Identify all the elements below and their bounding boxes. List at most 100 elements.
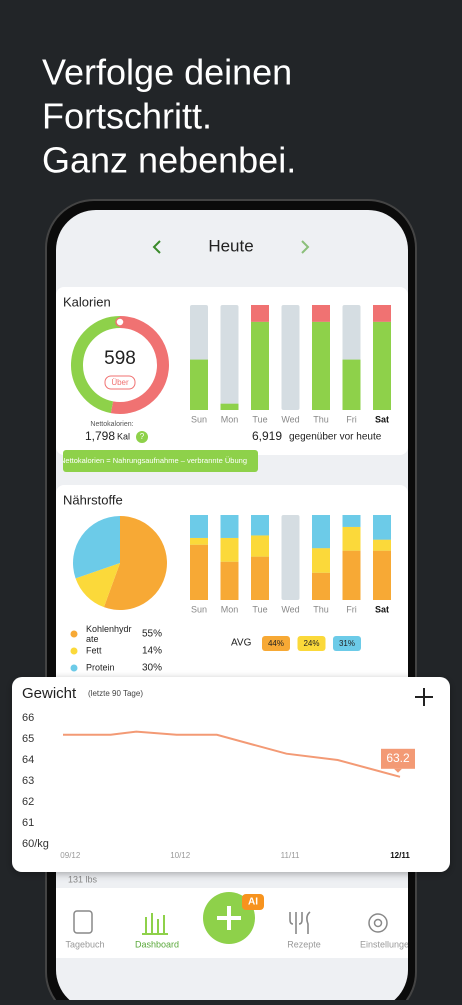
header-title: Heute xyxy=(208,236,253,255)
ring-segment xyxy=(110,316,169,414)
net-label: Nettokalorien: xyxy=(90,421,133,428)
ring-marker xyxy=(115,317,125,327)
avg-label: AVG xyxy=(231,638,252,649)
x-tick-label: 11/11 xyxy=(281,851,300,860)
recipes-icon[interactable] xyxy=(289,911,311,934)
bar-segment xyxy=(251,321,269,410)
day-label: Wed xyxy=(281,604,299,614)
help-icon[interactable] xyxy=(136,431,148,443)
settings-icon[interactable] xyxy=(368,913,388,933)
bar-segment xyxy=(190,537,208,545)
pie-slice xyxy=(103,516,168,611)
y-tick-label: 64 xyxy=(22,754,34,766)
bar-segment xyxy=(190,544,208,600)
bar-segment xyxy=(312,548,330,573)
avg-value: 44% xyxy=(268,639,284,648)
bar-segment xyxy=(312,305,330,322)
day-label: Fri xyxy=(346,414,357,424)
status-pill xyxy=(104,375,136,390)
nav-label[interactable]: Rezepte xyxy=(287,939,321,949)
x-tick-label: 12/11 xyxy=(390,851,410,860)
avg-value: 24% xyxy=(303,639,319,648)
bar-segment xyxy=(373,515,391,540)
legend-value: 55% xyxy=(142,629,162,640)
avg-pill xyxy=(262,636,290,651)
bar-segment xyxy=(342,515,361,527)
tooltip-text: Nettokalorien = Nahrungsaufnahme – verbr… xyxy=(60,456,247,465)
bar-segment xyxy=(190,515,208,538)
bar-segment xyxy=(251,305,269,322)
x-tick-label: 09/12 xyxy=(60,851,81,860)
value-label: 63.2 xyxy=(386,751,410,765)
pie-slice xyxy=(75,563,120,608)
y-tick-label: 60/kg xyxy=(22,838,49,850)
bar-segment xyxy=(373,305,391,322)
bar-segment xyxy=(342,550,361,600)
next-button[interactable] xyxy=(301,240,310,254)
day-label: Wed xyxy=(281,414,299,424)
x-tick-label: 10/12 xyxy=(170,851,191,860)
weekly-value: 6,919 xyxy=(252,429,282,443)
diary-icon[interactable] xyxy=(73,910,93,934)
net-unit: Kal xyxy=(117,431,130,441)
bar-segment xyxy=(220,403,239,410)
nav-label[interactable]: Tagebuch xyxy=(65,939,104,949)
headline: Ganz nebenbei. xyxy=(42,140,296,181)
nav-label[interactable]: Einstellungen xyxy=(360,939,414,949)
legend-dot xyxy=(70,647,78,655)
day-label: Mon xyxy=(221,604,239,614)
bar-track xyxy=(281,305,300,410)
bar-segment xyxy=(373,321,391,410)
y-tick-label: 62 xyxy=(22,796,34,808)
bar-segment xyxy=(190,359,208,410)
bar-segment xyxy=(342,359,361,410)
y-tick-label: 65 xyxy=(22,733,34,745)
bar-segment xyxy=(373,539,391,551)
weight-card xyxy=(12,677,450,872)
bar-track xyxy=(281,515,300,600)
tooltip xyxy=(63,450,258,472)
settings-icon-core xyxy=(373,918,383,928)
day-label: Tue xyxy=(252,604,267,614)
value-label-box xyxy=(381,748,415,769)
legend-value: 14% xyxy=(142,646,162,657)
card-title: Kalorien xyxy=(63,294,111,309)
day-label: Sat xyxy=(375,604,389,614)
bar-segment xyxy=(251,535,269,557)
bar-segment xyxy=(312,572,330,600)
nav-label[interactable]: Dashboard xyxy=(135,939,179,949)
legend-label: Kohlenhydr ate xyxy=(86,624,132,644)
weight-line xyxy=(63,730,401,778)
card-subtitle: (letzte 90 Tage) xyxy=(88,689,143,698)
add-icon xyxy=(217,906,241,930)
add-weight[interactable] xyxy=(415,688,433,706)
status: Über xyxy=(111,378,129,387)
bar-segment xyxy=(312,321,330,410)
card-title: Nährstoffe xyxy=(63,492,123,507)
avg-value: 31% xyxy=(339,639,355,648)
legend-label: Fett xyxy=(86,645,102,655)
tooltip-clip: Nettokalorien = Nahrungsaufnahme – verbr… xyxy=(60,456,247,465)
headline: Verfolge deinen xyxy=(42,52,292,93)
legend-dot xyxy=(70,630,78,638)
card-title: Gewicht xyxy=(22,685,77,702)
bar-segment xyxy=(312,515,330,549)
day-label: Tue xyxy=(252,414,267,424)
bar-segment xyxy=(342,526,361,551)
day-label: Fri xyxy=(346,604,357,614)
calorie-value: 598 xyxy=(104,348,136,369)
legend-label: Protein xyxy=(86,662,115,672)
y-tick-label: 63 xyxy=(22,775,34,787)
dashboard-icon[interactable] xyxy=(142,913,168,935)
day-label: Sun xyxy=(191,414,207,424)
y-tick-label: 66 xyxy=(22,712,34,724)
bar-segment xyxy=(220,515,239,538)
prev-button[interactable] xyxy=(152,240,161,254)
help: ? xyxy=(140,432,145,441)
bar-segment xyxy=(251,515,269,536)
value-label-pointer xyxy=(394,768,402,773)
day-label: Sun xyxy=(191,604,207,614)
bar-segment xyxy=(220,537,239,562)
legend-value: 30% xyxy=(142,663,162,674)
day-label: Sat xyxy=(375,414,389,424)
